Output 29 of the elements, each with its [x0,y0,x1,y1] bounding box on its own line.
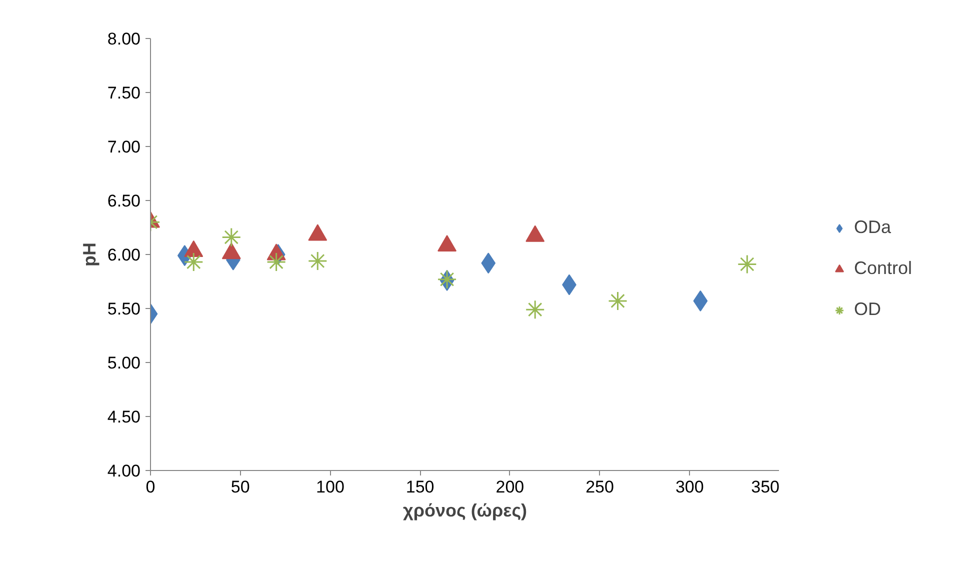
y-tick-label: 5.50 [107,300,141,318]
legend-label: ODa [854,217,892,238]
x-tick-label: 100 [316,478,344,496]
point [308,251,328,271]
y-tick-label: 6.00 [107,246,141,264]
y-tick-label: 6.50 [107,192,141,210]
point [525,300,545,320]
x-tick-label: 50 [230,478,250,496]
x-tick-label: 300 [675,478,704,496]
y-tick-label: 4.00 [107,462,141,480]
x-tick-label: 150 [406,478,434,496]
point [222,227,242,247]
y-axis-title: pH [79,242,100,266]
x-tick-label: 0 [146,478,156,496]
y-tick-label: 5.00 [107,354,141,372]
y-tick-label: 7.50 [107,84,141,102]
y-tick-label: 8.00 [107,30,141,48]
legend-label: Control [854,258,912,279]
point [608,291,628,311]
legend-label: OD [854,299,881,320]
x-tick-label: 250 [586,478,614,496]
point [184,252,204,272]
point [737,254,757,274]
x-tick-label: 200 [496,478,524,496]
point [266,252,286,272]
y-tick-label: 7.00 [107,138,141,156]
y-tick-label: 4.50 [107,408,141,426]
x-axis-title: χρόνος (ώρες) [402,500,528,520]
x-tick-label: 350 [751,478,780,496]
